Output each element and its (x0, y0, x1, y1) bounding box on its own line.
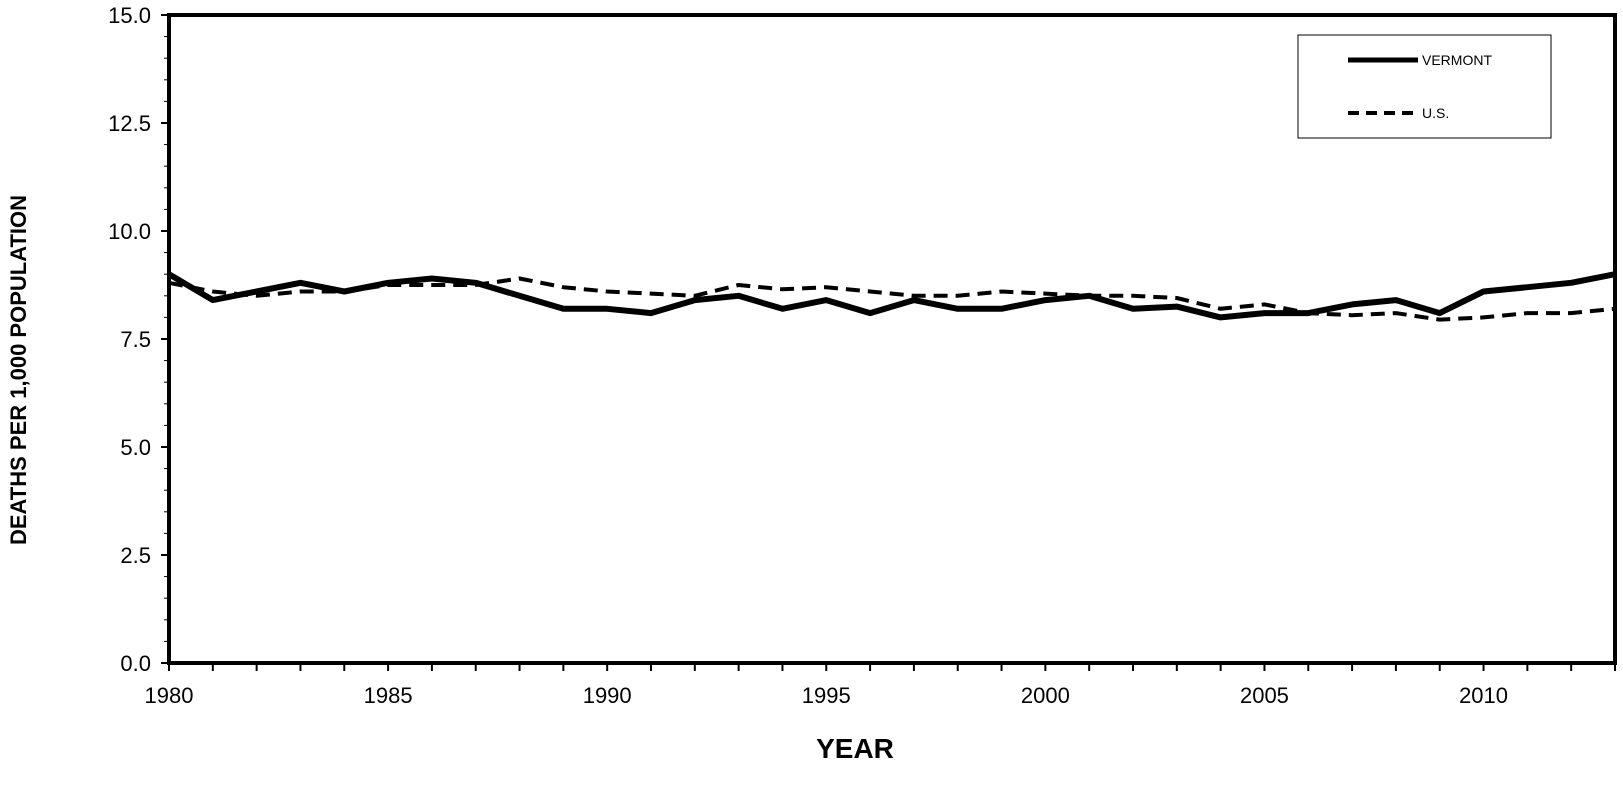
x-tick-label: 2010 (1459, 683, 1508, 708)
x-tick-label: 1980 (145, 683, 194, 708)
legend-label-vermont: VERMONT (1422, 52, 1492, 68)
plot-frame (167, 13, 1617, 665)
y-tick-label: 2.5 (120, 543, 151, 568)
x-tick-label: 2000 (1021, 683, 1070, 708)
y-axis: 0.0 2.5 5.0 7.5 10.0 12.5 15.0 (108, 3, 169, 676)
x-tick-label: 1985 (364, 683, 413, 708)
legend-box (1297, 34, 1552, 139)
series-group (167, 271, 1616, 322)
y-tick-label: 10.0 (108, 219, 151, 244)
x-axis-title: YEAR (816, 733, 894, 764)
y-tick-label: 12.5 (108, 111, 151, 136)
series-line-vermont (167, 271, 1616, 321)
series-line-us (168, 276, 1616, 322)
legend: VERMONT U.S. (1297, 34, 1552, 139)
y-tick-label: 15.0 (108, 3, 151, 28)
x-tick-label: 2005 (1240, 683, 1289, 708)
legend-label-us: U.S. (1422, 105, 1449, 121)
y-tick-label: 5.0 (120, 435, 151, 460)
y-axis-title: DEATHS PER 1,000 POPULATION (6, 195, 31, 545)
y-tick-label: 7.5 (120, 327, 151, 352)
x-tick-label: 1995 (802, 683, 851, 708)
y-tick-label: 0.0 (120, 651, 151, 676)
x-tick-label: 1990 (583, 683, 632, 708)
x-axis: 1980 1985 1990 1995 2000 2005 2010 (145, 663, 1616, 708)
